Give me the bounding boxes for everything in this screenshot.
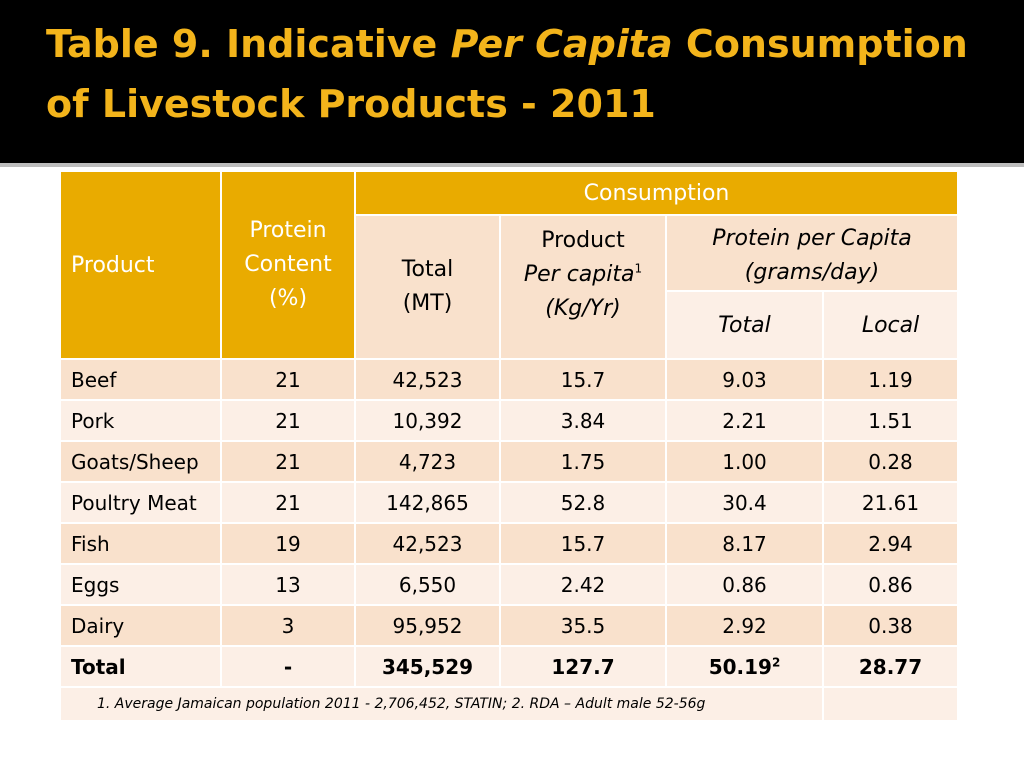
header-total-line-1: Total	[401, 257, 454, 282]
header-total-mt: Total (MT)	[354, 214, 501, 360]
cell-protein: 21	[220, 399, 356, 442]
slide-title: Table 9. Indicative Per Capita Consumpti…	[46, 14, 1006, 134]
cell-protein-total: 9.03	[665, 358, 824, 401]
cell-protein-local: 0.28	[821, 440, 960, 483]
cell-protein-total: 2.92	[665, 604, 824, 647]
cell-total-mt: 42,523	[354, 358, 501, 401]
cell-total-mt: 142,865	[354, 481, 501, 524]
cell-protein-total: 1.00	[665, 440, 824, 483]
cell-per-capita: 15.7	[499, 522, 667, 565]
cell-total-mt: 42,523	[354, 522, 501, 565]
cell-protein-total: 8.17	[665, 522, 824, 565]
cell-total-mt: 4,723	[354, 440, 501, 483]
header-ppc-protein-line-2: (grams/day)	[744, 260, 880, 285]
footnote: 1. Average Jamaican population 2011 - 2,…	[59, 686, 824, 722]
title-part-2: Consumption	[672, 22, 968, 66]
cell-protein-local: 2.94	[821, 522, 960, 565]
table-row: Goats/Sheep 21 4,723 1.75 1.00 0.28	[59, 440, 960, 483]
header-protein-content: Protein Content (%)	[220, 170, 356, 360]
header-ppc-footnote-mark: 1	[634, 261, 643, 276]
cell-product: Pork	[59, 399, 222, 442]
cell-protein-total: 2.21	[665, 399, 824, 442]
cell-protein-total-value: 50.19	[708, 654, 772, 679]
title-part-1: Table 9. Indicative	[46, 22, 451, 66]
table-row: Eggs 13 6,550 2.42 0.86 0.86	[59, 563, 960, 606]
cell-protein-total: 50.192	[665, 645, 824, 688]
cell-product: Fish	[59, 522, 222, 565]
cell-protein-local: 0.38	[821, 604, 960, 647]
cell-per-capita: 52.8	[499, 481, 667, 524]
cell-protein-total: 0.86	[665, 563, 824, 606]
cell-protein: 13	[220, 563, 356, 606]
header-consumption: Consumption	[353, 170, 960, 216]
cell-product: Eggs	[59, 563, 222, 606]
table-row: Beef 21 42,523 15.7 9.03 1.19	[59, 358, 960, 401]
rda-footnote-mark: 2	[771, 654, 781, 669]
cell-protein: 21	[220, 440, 356, 483]
header-ppc-line-1: Product	[541, 228, 625, 253]
cell-protein-local: 28.77	[821, 645, 960, 688]
title-part-italic: Per Capita	[450, 22, 673, 66]
cell-per-capita: 1.75	[499, 440, 667, 483]
cell-product: Beef	[59, 358, 222, 401]
cell-protein-local: 1.19	[821, 358, 960, 401]
cell-protein: 21	[220, 481, 356, 524]
cell-per-capita: 3.84	[499, 399, 667, 442]
cell-protein-total: 30.4	[665, 481, 824, 524]
cell-product: Poultry Meat	[59, 481, 222, 524]
cell-protein-local: 0.86	[821, 563, 960, 606]
cell-total-mt: 95,952	[354, 604, 501, 647]
divider-rule	[0, 163, 1024, 167]
cell-protein-local: 21.61	[821, 481, 960, 524]
table-row: Dairy 3 95,952 35.5 2.92 0.38	[59, 604, 960, 647]
cell-total-mt: 10,392	[354, 399, 501, 442]
header-product-per-capita: Product Per capita1 (Kg/Yr)	[499, 214, 667, 360]
footnote-empty-cell	[821, 686, 960, 722]
table-row: Poultry Meat 21 142,865 52.8 30.4 21.61	[59, 481, 960, 524]
header-ppc-line-2: Per capita	[523, 262, 635, 287]
header-product: Product	[59, 170, 222, 360]
cell-total-mt: 6,550	[354, 563, 501, 606]
cell-total-mt: 345,529	[354, 645, 501, 688]
cell-protein: 3	[220, 604, 356, 647]
cell-per-capita: 2.42	[499, 563, 667, 606]
footnote-row: 1. Average Jamaican population 2011 - 2,…	[59, 686, 960, 722]
title-line-2: of Livestock Products - 2011	[46, 82, 656, 126]
header-protein-line-3: (%)	[268, 286, 308, 311]
header-ppc-line-3: (Kg/Yr)	[545, 296, 621, 321]
cell-product: Dairy	[59, 604, 222, 647]
header-protein-total: Total	[665, 290, 824, 360]
header-protein-line-2: Content	[244, 252, 332, 277]
table-row: Fish 19 42,523 15.7 8.17 2.94	[59, 522, 960, 565]
table-row: Pork 21 10,392 3.84 2.21 1.51	[59, 399, 960, 442]
cell-product: Goats/Sheep	[59, 440, 222, 483]
cell-per-capita: 35.5	[499, 604, 667, 647]
header-total-line-2: (MT)	[402, 291, 453, 316]
header-ppc-protein-line-1: Protein per Capita	[712, 226, 912, 251]
header-protein-per-capita: Protein per Capita (grams/day)	[664, 214, 960, 292]
total-row: Total - 345,529 127.7 50.192 28.77	[59, 645, 960, 688]
cell-protein: 19	[220, 522, 356, 565]
title-bar: Table 9. Indicative Per Capita Consumpti…	[0, 0, 1024, 160]
cell-protein-local: 1.51	[821, 399, 960, 442]
header-protein-line-1: Protein	[249, 218, 327, 243]
cell-per-capita: 15.7	[499, 358, 667, 401]
cell-per-capita: 127.7	[499, 645, 667, 688]
cell-protein: -	[220, 645, 356, 688]
cell-product: Total	[59, 645, 222, 688]
consumption-table: Product Protein Content (%) Consumption …	[59, 170, 960, 722]
cell-protein: 21	[220, 358, 356, 401]
header-protein-local: Local	[821, 290, 960, 360]
